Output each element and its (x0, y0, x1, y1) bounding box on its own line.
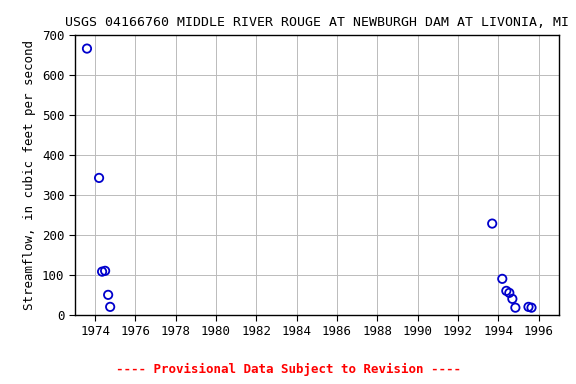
Y-axis label: Streamflow, in cubic feet per second: Streamflow, in cubic feet per second (24, 40, 36, 310)
Point (502, 288, 511, 294)
Point (105, 304, 115, 310)
Point (487, 220, 497, 227)
Point (94, 175, 104, 181)
Point (524, 304, 533, 310)
Point (100, 268, 109, 274)
Point (104, 292, 113, 298)
Point (505, 290, 514, 296)
Point (82, 46, 92, 52)
Title: USGS 04166760 MIDDLE RIVER ROUGE AT NEWBURGH DAM AT LIVONIA, MI: USGS 04166760 MIDDLE RIVER ROUGE AT NEWB… (65, 16, 569, 29)
Point (527, 305, 536, 311)
Point (507, 296, 517, 302)
Text: ---- Provisional Data Subject to Revision ----: ---- Provisional Data Subject to Revisio… (116, 363, 460, 376)
Point (97, 268, 107, 275)
Point (498, 276, 507, 282)
Point (511, 305, 520, 311)
